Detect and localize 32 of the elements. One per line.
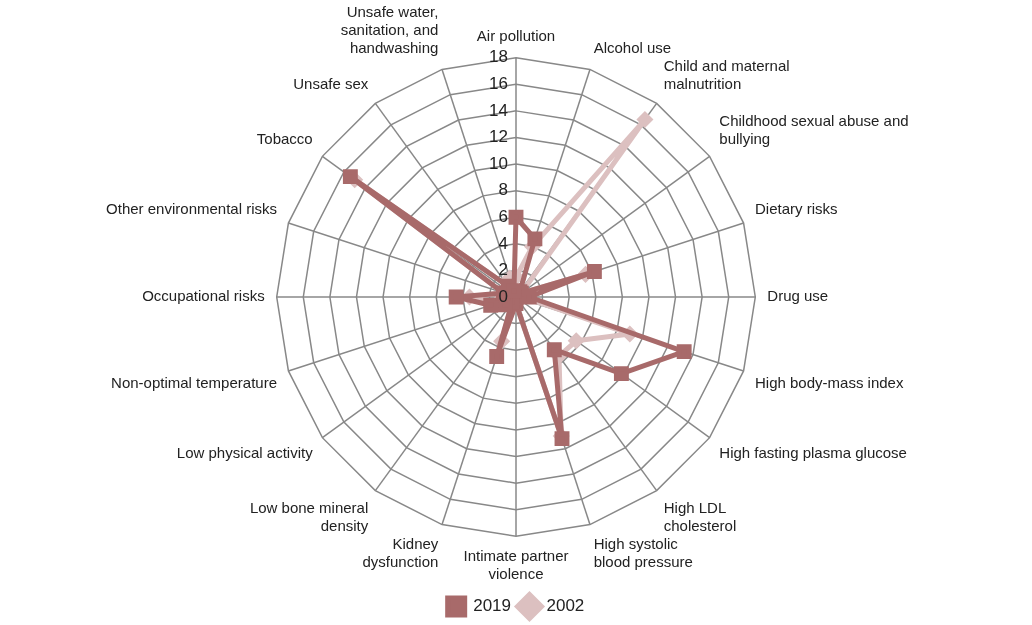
spoke-label: Drug use — [767, 287, 829, 305]
spoke-label: Low bone mineral density — [249, 499, 369, 535]
y-tick-label: 16 — [489, 73, 508, 93]
y-tick-label: 8 — [498, 180, 508, 200]
y-tick-label: 6 — [498, 206, 508, 226]
spoke-label: Non-optimal temperature — [111, 373, 277, 391]
spoke-label: Intimate partner violence — [463, 547, 569, 583]
spoke-label: Low physical activity — [176, 443, 314, 461]
y-tick-label: 12 — [489, 127, 508, 147]
y-tick-label: 4 — [498, 233, 508, 253]
y-tick-label: 18 — [489, 47, 508, 67]
spoke-label: Alcohol use — [593, 39, 672, 57]
y-tick-label: 10 — [489, 153, 508, 173]
spoke-label: Unsafe sex — [293, 74, 369, 92]
y-tick-label: 0 — [498, 286, 508, 306]
y-tick-label: 2 — [498, 260, 508, 280]
spoke-label: Occupational risks — [142, 287, 265, 305]
spoke-label: Kidney dysfunction — [362, 535, 439, 571]
spoke-label: Child and maternal malnutrition — [663, 56, 790, 92]
spoke-label: Childhood sexual abuse and bullying — [719, 112, 909, 148]
spoke-label: Tobacco — [256, 130, 313, 148]
spoke-label: Air pollution — [476, 26, 556, 44]
legend-label: 2002 — [546, 596, 585, 616]
spoke-label: Unsafe water, sanitation, and handwashing — [340, 3, 439, 57]
legend-label: 2019 — [473, 596, 512, 616]
spoke-label: Other environmental risks — [106, 200, 277, 218]
spoke-label: High systolic blood pressure — [593, 535, 693, 571]
spoke-label: Dietary risks — [755, 200, 838, 218]
y-tick-label: 14 — [489, 100, 508, 120]
spoke-label: High body-mass index — [755, 373, 904, 391]
spoke-label: High LDL cholesterol — [663, 499, 737, 535]
spoke-label: High fasting plasma glucose — [719, 443, 907, 461]
